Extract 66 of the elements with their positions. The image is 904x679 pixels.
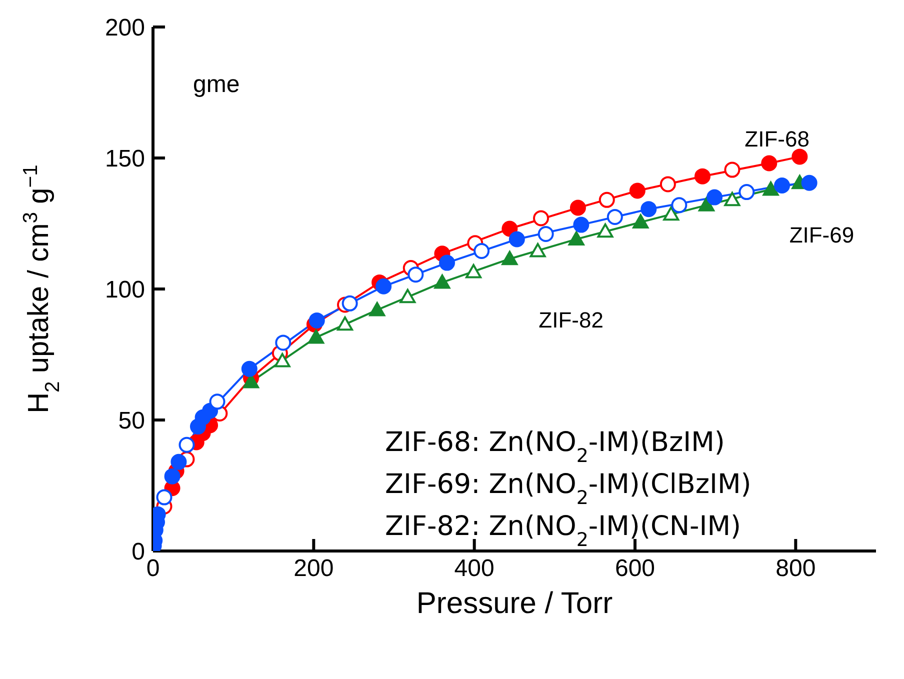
series-label: ZIF-68 (744, 126, 810, 152)
annotation: ZIF-69: Zn(NO$_{2}$-IM)(ClBzIM) (385, 469, 752, 509)
point (533, 210, 550, 226)
point (597, 223, 614, 238)
point (408, 266, 424, 283)
point (640, 201, 657, 218)
point (632, 214, 649, 228)
point (434, 274, 450, 289)
point (308, 329, 324, 344)
point (376, 278, 392, 294)
point (502, 250, 518, 266)
point (738, 184, 755, 200)
point (801, 174, 818, 191)
point (598, 192, 615, 208)
annotation: ZIF-82: Zn(NO$_{2}$-IM)(CN-IM) (385, 511, 742, 551)
y-tick-label: 200 (104, 14, 145, 42)
point (761, 155, 778, 172)
point (474, 243, 490, 260)
point (724, 192, 740, 206)
x-tick-label: 800 (776, 555, 816, 582)
x-tick-label: 200 (294, 555, 334, 582)
point (792, 148, 808, 165)
annotation: gme (193, 71, 240, 98)
point (568, 231, 584, 246)
point (698, 197, 714, 212)
point (274, 353, 290, 368)
point (439, 254, 456, 271)
x-tick-label: 400 (454, 555, 494, 582)
point (336, 316, 353, 331)
point (663, 206, 680, 221)
point (170, 454, 187, 470)
point (243, 374, 260, 388)
series-label: ZIF-69 (789, 222, 854, 248)
point (774, 178, 790, 194)
point (762, 181, 779, 196)
point (342, 295, 358, 312)
point (660, 176, 676, 192)
point (275, 334, 292, 351)
x-axis-title: Pressure / Torr (416, 587, 613, 620)
point (724, 162, 740, 178)
point (241, 360, 258, 377)
point (502, 220, 518, 237)
point (466, 264, 482, 278)
point (538, 226, 554, 242)
point (400, 288, 416, 304)
point (156, 489, 172, 506)
point (694, 168, 710, 184)
point (606, 208, 623, 225)
point (671, 197, 688, 214)
annotation: ZIF-68: Zn(NO$_{2}$-IM)(BzIM) (385, 427, 725, 467)
point (530, 243, 546, 258)
point (369, 302, 386, 316)
point (508, 231, 525, 248)
point (570, 200, 586, 216)
point (209, 394, 226, 410)
y-tick-label: 150 (104, 146, 145, 173)
point (706, 189, 723, 206)
point (573, 216, 590, 233)
y-tick-label: 50 (118, 408, 145, 435)
point (308, 312, 325, 328)
point (164, 468, 180, 484)
y-tick-label: 100 (104, 276, 145, 304)
text: ZIF-82 (538, 308, 604, 333)
point (629, 182, 646, 199)
x-tick-label: 600 (614, 555, 656, 582)
point (178, 436, 195, 453)
